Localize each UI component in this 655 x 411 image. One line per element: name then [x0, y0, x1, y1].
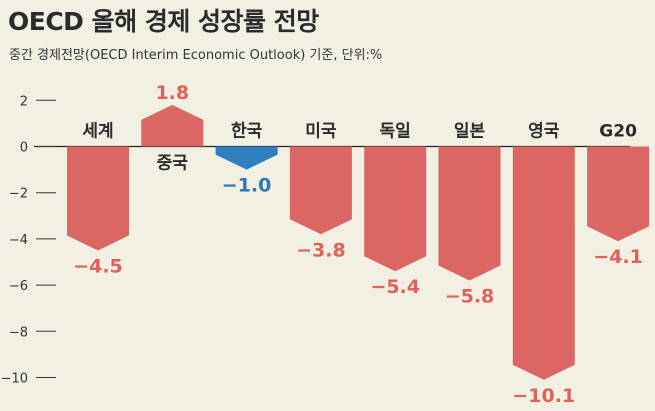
category-label: 독일 [380, 122, 411, 142]
category-label: 미국 [305, 122, 337, 142]
bar-1 [67, 146, 129, 251]
bar-7 [512, 146, 575, 380]
bar-6 [438, 146, 501, 281]
y-tick-label: −8 [9, 325, 28, 340]
bars [67, 104, 650, 380]
category-label: G20 [599, 122, 637, 142]
bar-2 [141, 104, 204, 147]
category-label: 영국 [528, 122, 560, 142]
y-tick-label: 2 [20, 94, 28, 109]
value-label: 1.8 [155, 82, 189, 104]
value-label: −4.5 [73, 255, 123, 277]
value-label: −1.0 [222, 175, 272, 197]
y-tick-label: 0 [20, 141, 28, 156]
value-label: −5.4 [370, 276, 420, 298]
chart-title: OECD 올해 경제 성장률 전망 [8, 7, 319, 36]
value-label: −3.8 [296, 239, 346, 261]
bar-3 [215, 146, 278, 170]
chart-subtitle: 중간 경제전망(OECD Interim Economic Outlook) 기… [9, 48, 383, 63]
y-tick-label: −4 [9, 233, 28, 248]
value-label: −4.1 [593, 246, 643, 268]
category-label: 세계 [82, 122, 113, 142]
bar-8 [587, 146, 650, 242]
y-tick-label: −2 [9, 187, 28, 202]
value-label: −5.8 [445, 285, 495, 307]
value-label: −10.1 [512, 385, 575, 407]
bar-5 [364, 146, 427, 272]
labels: 세계 −4.5 중국 1.8 한국 −1.0 미국 −3.8 독일 −5.4 일본 −5.8 영국 −10… [73, 82, 643, 407]
y-tick-label: −10 [1, 372, 28, 387]
y-tick-label: −6 [9, 279, 28, 294]
bar-4 [289, 146, 352, 235]
category-label: 한국 [231, 122, 263, 142]
category-label: 일본 [454, 122, 486, 142]
category-label: 중국 [157, 154, 189, 174]
